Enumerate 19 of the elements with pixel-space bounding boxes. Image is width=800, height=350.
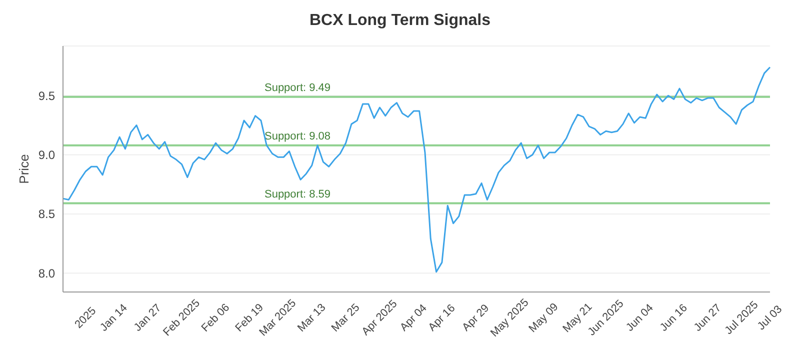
y-axis-title: Price [16, 154, 32, 184]
y-tick-label: 8.5 [38, 207, 56, 222]
x-tick-label: May 09 [526, 301, 561, 335]
chart-title: BCX Long Term Signals [308, 11, 492, 31]
x-tick-label: Mar 25 [329, 302, 362, 334]
y-tick-label: 9.5 [38, 88, 56, 103]
x-tick-label: Jan 14 [98, 302, 130, 334]
ref-line-label: Support: 8.59 [264, 188, 331, 200]
ref-line-label: Support: 9.49 [264, 82, 331, 94]
x-tick-label: Jun 27 [692, 302, 724, 334]
x-tick-label: Feb 06 [199, 302, 232, 334]
x-tick-label: Jun 16 [658, 302, 690, 334]
y-tick-label: 9.0 [38, 148, 56, 162]
ref-line-label: Support: 9.08 [264, 130, 331, 142]
x-tick-label: Mar 13 [296, 302, 328, 334]
x-tick-label: Jan 27 [132, 302, 164, 334]
y-tick-label: 8.0 [38, 266, 56, 280]
x-tick-label: Jun 04 [624, 302, 656, 334]
line-series [62, 66, 771, 273]
